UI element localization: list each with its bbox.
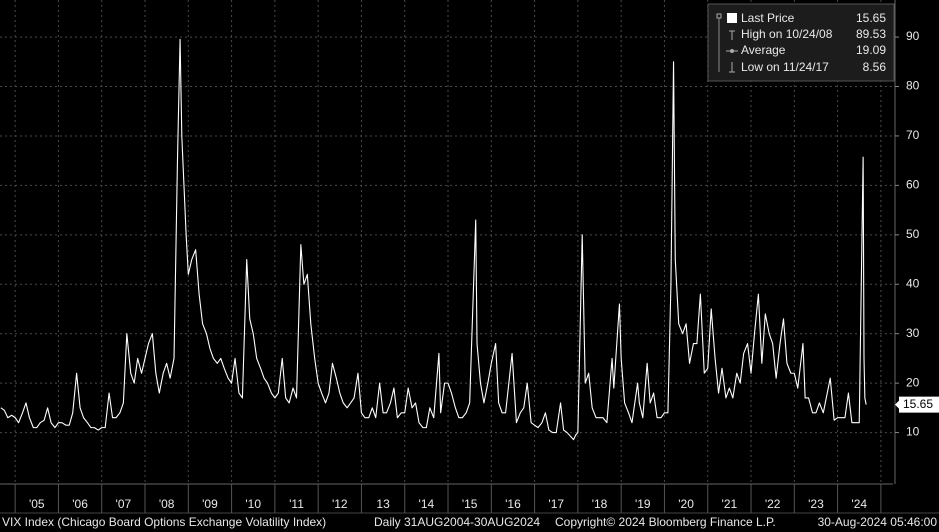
y-tick-label: 60 (906, 178, 920, 192)
y-tick-label: 40 (906, 276, 920, 290)
x-tick-label: '11 (289, 497, 304, 511)
y-tick-label: 70 (906, 128, 920, 142)
plot (0, 0, 893, 482)
legend-label: High on 10/24/08 (741, 27, 833, 41)
legend-value: 8.56 (863, 60, 887, 74)
x-tick-label: '14 (419, 497, 435, 511)
footer-range: Daily 31AUG2004-30AUG2024 (374, 515, 540, 529)
last-price-tag (899, 396, 939, 413)
last-price-pointer (895, 400, 899, 409)
x-tick-label: '20 (678, 497, 694, 511)
x-tick-label: '15 (462, 497, 478, 511)
x-tick-label: '07 (116, 497, 132, 511)
x-tick-label: '23 (808, 497, 824, 511)
x-tick-label: '05 (29, 497, 45, 511)
x-tick-label: '19 (635, 497, 651, 511)
last-price-label: 15.65 (903, 397, 933, 411)
y-tick-label: 90 (906, 29, 920, 43)
legend-value: 15.65 (856, 11, 886, 25)
legend-label: Average (741, 43, 786, 57)
x-tick-label: 13 (376, 497, 390, 511)
x-tick-label: '06 (72, 497, 88, 511)
legend-label: Last Price (741, 11, 795, 25)
y-tick-label: 10 (906, 425, 920, 439)
y-tick-label: 30 (906, 326, 920, 340)
legend-value: 89.53 (856, 27, 886, 41)
x-tick-label: '16 (505, 497, 521, 511)
x-tick-label: '22 (765, 497, 781, 511)
x-tick-label: '21 (722, 497, 738, 511)
legend-box (707, 3, 895, 82)
footer-source: VIX Index (Chicago Board Options Exchang… (2, 515, 326, 529)
x-tick-label: '09 (202, 497, 218, 511)
footer-copyright: Copyright© 2024 Bloomberg Finance L.P. (555, 515, 776, 529)
legend-icon-last (727, 13, 737, 23)
legend: Last Price 15.65 High on 10/24/08 89.53 Aver… (707, 3, 895, 82)
x-tick-label: '10 (245, 497, 261, 511)
x-tick-label: '17 (548, 497, 564, 511)
x-tick-label: '12 (332, 497, 348, 511)
x-tick-label: '24 (851, 497, 867, 511)
y-tick-label: 50 (906, 227, 920, 241)
x-tick-label: '18 (592, 497, 608, 511)
legend-value: 19.09 (856, 43, 886, 57)
x-tick-label: '08 (159, 497, 175, 511)
footer-timestamp: 30-Aug-2024 05:46:00 (818, 515, 938, 529)
y-tick-label: 20 (906, 375, 920, 389)
price-line (0, 38, 867, 441)
legend-icon-average (730, 49, 734, 53)
y-tick-label: 80 (906, 79, 920, 93)
legend-label: Low on 11/24/17 (741, 60, 829, 74)
